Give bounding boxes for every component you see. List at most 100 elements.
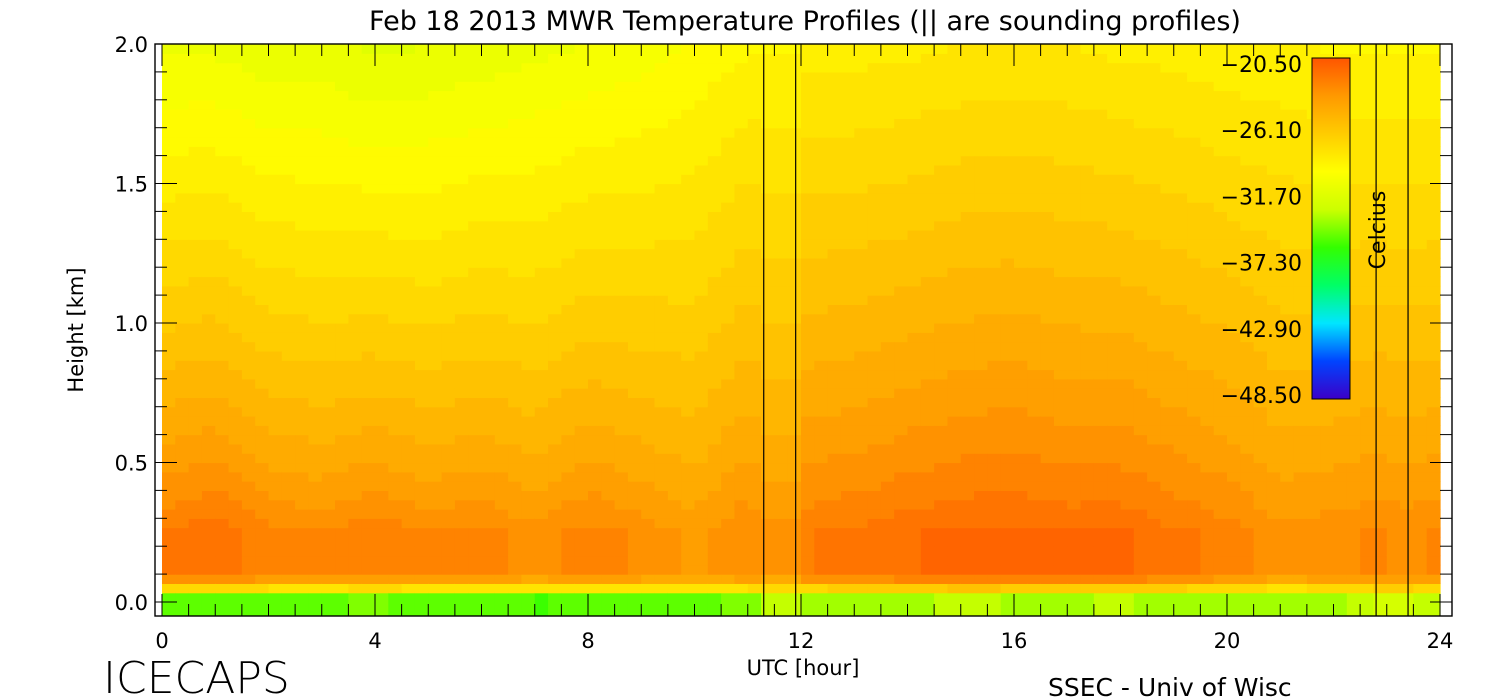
heatmap-cell (241, 350, 256, 361)
heatmap-cell (1133, 109, 1148, 119)
heatmap-cell (388, 350, 403, 361)
heatmap-cell (201, 583, 216, 594)
heatmap-cell (1227, 378, 1241, 389)
heatmap-cell (1200, 62, 1215, 73)
heatmap-cell (561, 155, 576, 166)
heatmap-cell (1227, 285, 1241, 296)
heatmap-cell (1240, 304, 1255, 315)
heatmap-cell (801, 220, 815, 231)
heatmap-cell (827, 192, 842, 203)
heatmap-cell (201, 118, 216, 129)
heatmap-cell (840, 536, 855, 547)
heatmap-cell (1253, 574, 1268, 584)
heatmap-cell (308, 388, 323, 398)
heatmap-cell (1014, 202, 1028, 212)
heatmap-cell (880, 295, 895, 305)
heatmap-cell (1227, 295, 1241, 305)
heatmap-cell (694, 378, 709, 389)
heatmap-cell (894, 369, 909, 380)
heatmap-cell (827, 462, 842, 473)
heatmap-cell (601, 192, 616, 203)
heatmap-cell (907, 118, 922, 129)
heatmap-cell (335, 90, 349, 101)
heatmap-cell (934, 527, 949, 538)
heatmap-cell (1266, 583, 1281, 594)
heatmap-cell (361, 192, 376, 203)
heatmap-cell (1200, 90, 1215, 101)
heatmap-cell (854, 248, 869, 259)
heatmap-cell (1160, 323, 1175, 333)
heatmap-cell (1080, 174, 1095, 185)
heatmap-cell (1080, 90, 1095, 101)
heatmap-cell (601, 202, 616, 212)
heatmap-cell (1187, 192, 1201, 203)
heatmap-cell (574, 332, 589, 343)
heatmap-cell (1187, 434, 1201, 445)
heatmap-cell (428, 453, 443, 464)
heatmap-cell (694, 527, 709, 538)
heatmap-cell (241, 583, 256, 594)
heatmap-cell (601, 406, 616, 417)
heatmap-cell (787, 481, 802, 491)
heatmap-cell (614, 257, 629, 268)
heatmap-cell (694, 388, 709, 398)
heatmap-cell (548, 592, 562, 616)
heatmap-cell (281, 174, 296, 185)
heatmap-cell (308, 555, 323, 566)
heatmap-cell (601, 471, 616, 482)
heatmap-cell (454, 137, 469, 147)
heatmap-cell (747, 481, 762, 491)
heatmap-cell (761, 183, 775, 194)
heatmap-cell (508, 118, 523, 129)
heatmap-cell (215, 220, 230, 231)
heatmap-cell (1000, 174, 1015, 185)
heatmap-cell (1000, 462, 1015, 473)
heatmap-cell (1240, 174, 1255, 185)
heatmap-cell (667, 62, 682, 73)
heatmap-cell (574, 388, 589, 398)
heatmap-cell (401, 555, 416, 566)
heatmap-cell (428, 109, 443, 119)
heatmap-cell (1053, 555, 1068, 566)
heatmap-cell (774, 332, 789, 343)
heatmap-cell (827, 434, 842, 445)
heatmap-cell (614, 137, 629, 147)
heatmap-cell (321, 99, 336, 110)
heatmap-cell (987, 257, 1002, 268)
heatmap-cell (1107, 499, 1122, 510)
heatmap-cell (641, 285, 656, 296)
heatmap-cell (1147, 202, 1162, 212)
heatmap-cell (987, 164, 1002, 175)
heatmap-cell (1173, 592, 1188, 616)
heatmap-cell (761, 313, 775, 324)
heatmap-cell (201, 174, 216, 185)
heatmap-cell (1160, 71, 1175, 82)
heatmap-cell (694, 276, 709, 287)
heatmap-cell (428, 44, 443, 54)
heatmap-cell (1053, 62, 1068, 73)
heatmap-cell (694, 109, 709, 119)
heatmap-cell (548, 406, 562, 417)
heatmap-cell (814, 248, 829, 259)
heatmap-cell (561, 388, 576, 398)
heatmap-cell (934, 341, 949, 352)
heatmap-cell (1120, 546, 1135, 557)
heatmap-cell (894, 109, 909, 119)
heatmap-cell (934, 239, 949, 250)
heatmap-cell (1160, 304, 1175, 315)
heatmap-cell (1187, 583, 1201, 594)
heatmap-cell (601, 146, 616, 157)
heatmap-cell (667, 313, 682, 324)
heatmap-cell (574, 536, 589, 547)
heatmap-cell (774, 257, 789, 268)
heatmap-cell (627, 546, 642, 557)
heatmap-cell (228, 155, 243, 166)
heatmap-cell (414, 546, 429, 557)
heatmap-cell (761, 499, 775, 510)
heatmap-cell (920, 71, 935, 82)
heatmap-cell (561, 369, 576, 380)
heatmap-cell (375, 546, 389, 557)
heatmap-cell (574, 341, 589, 352)
heatmap-cell (1093, 304, 1108, 315)
heatmap-cell (175, 127, 190, 138)
